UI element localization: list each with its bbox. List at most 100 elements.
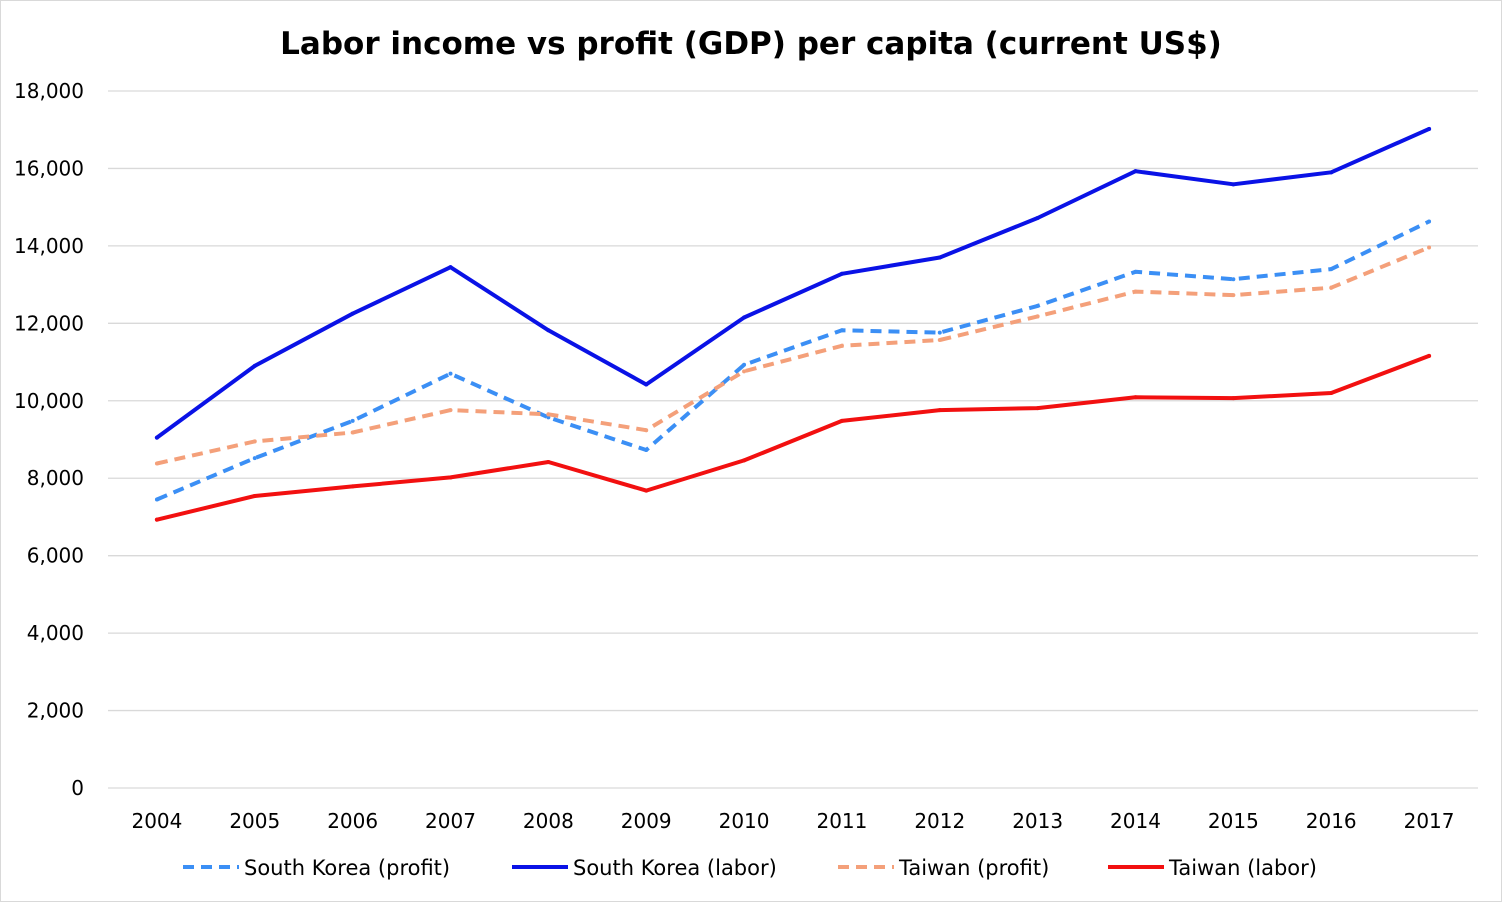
data-point bbox=[252, 439, 257, 444]
data-point bbox=[350, 430, 355, 435]
x-tick-label: 2012 bbox=[914, 809, 965, 833]
data-point bbox=[1035, 303, 1040, 308]
data-point bbox=[1329, 391, 1334, 396]
series-3 bbox=[154, 353, 1432, 522]
data-point bbox=[1329, 170, 1334, 175]
y-tick-label: 14,000 bbox=[14, 234, 84, 258]
data-point bbox=[154, 461, 159, 466]
x-tick-label: 2015 bbox=[1208, 809, 1259, 833]
y-tick-label: 10,000 bbox=[14, 389, 84, 413]
data-point bbox=[839, 418, 844, 423]
data-point bbox=[1035, 314, 1040, 319]
y-tick-label: 6,000 bbox=[27, 544, 84, 568]
x-tick-label: 2005 bbox=[229, 809, 280, 833]
data-point bbox=[546, 412, 551, 417]
y-tick-label: 2,000 bbox=[27, 699, 84, 723]
data-point bbox=[937, 408, 942, 413]
x-tick-label: 2006 bbox=[327, 809, 378, 833]
data-point bbox=[742, 458, 747, 463]
x-tick-label: 2014 bbox=[1110, 809, 1161, 833]
chart-title: Labor income vs profit (GDP) per capita … bbox=[280, 26, 1222, 62]
data-point bbox=[1427, 126, 1432, 131]
legend-item: Taiwan (labor) bbox=[1108, 856, 1317, 880]
data-point bbox=[937, 330, 942, 335]
x-tick-label: 2017 bbox=[1404, 809, 1455, 833]
data-point bbox=[644, 488, 649, 493]
legend: South Korea (profit) South Korea (labor) T… bbox=[183, 856, 1317, 880]
data-point bbox=[1133, 395, 1138, 400]
data-point bbox=[1329, 285, 1334, 290]
y-tick-label: 0 bbox=[71, 776, 84, 800]
series-lines bbox=[154, 126, 1432, 522]
data-point bbox=[839, 328, 844, 333]
data-point bbox=[644, 447, 649, 452]
legend-item: South Korea (labor) bbox=[512, 856, 777, 880]
series-line bbox=[156, 219, 1430, 502]
data-point bbox=[839, 271, 844, 276]
data-point bbox=[448, 408, 453, 413]
legend-item: Taiwan (profit) bbox=[838, 856, 1049, 880]
data-point bbox=[937, 337, 942, 342]
x-tick-label: 2011 bbox=[816, 809, 867, 833]
data-point bbox=[252, 456, 257, 461]
series-2 bbox=[154, 245, 1432, 466]
data-point bbox=[644, 382, 649, 387]
series-line bbox=[156, 245, 1430, 466]
data-point bbox=[1133, 169, 1138, 174]
data-point bbox=[1329, 267, 1334, 272]
data-point bbox=[350, 418, 355, 423]
legend-label: Taiwan (labor) bbox=[1168, 856, 1317, 880]
data-point bbox=[839, 343, 844, 348]
series-line bbox=[154, 353, 1432, 522]
y-tick-label: 18,000 bbox=[14, 79, 84, 103]
data-point bbox=[350, 311, 355, 316]
data-point bbox=[154, 517, 159, 522]
data-point bbox=[1133, 289, 1138, 294]
data-point bbox=[350, 484, 355, 489]
y-tick-label: 4,000 bbox=[27, 621, 84, 645]
x-tick-label: 2009 bbox=[621, 809, 672, 833]
data-point bbox=[252, 363, 257, 368]
data-point bbox=[252, 494, 257, 499]
data-point bbox=[1427, 353, 1432, 358]
data-point bbox=[448, 371, 453, 376]
data-point bbox=[546, 328, 551, 333]
data-point bbox=[1231, 182, 1236, 187]
y-tick-label: 8,000 bbox=[27, 466, 84, 490]
series-1 bbox=[154, 126, 1432, 440]
data-point bbox=[154, 497, 159, 502]
x-tick-label: 2010 bbox=[719, 809, 770, 833]
legend-item: South Korea (profit) bbox=[183, 856, 450, 880]
data-point bbox=[644, 428, 649, 433]
data-point bbox=[742, 315, 747, 320]
x-tick-label: 2013 bbox=[1012, 809, 1063, 833]
series-line bbox=[154, 126, 1432, 440]
data-point bbox=[1231, 293, 1236, 298]
legend-label: South Korea (profit) bbox=[244, 856, 450, 880]
x-tick-label: 2016 bbox=[1306, 809, 1357, 833]
data-point bbox=[1427, 219, 1432, 224]
y-axis-ticks: 0 2,000 4,000 6,000 8,000 10,000 12,000 14,000 1… bbox=[14, 79, 84, 800]
y-tick-label: 16,000 bbox=[14, 156, 84, 180]
y-tick-label: 12,000 bbox=[14, 311, 84, 335]
series-0 bbox=[154, 219, 1432, 502]
data-point bbox=[742, 369, 747, 374]
data-point bbox=[154, 435, 159, 440]
x-tick-label: 2007 bbox=[425, 809, 476, 833]
data-point bbox=[546, 459, 551, 464]
data-point bbox=[1035, 406, 1040, 411]
data-point bbox=[1035, 216, 1040, 221]
data-point bbox=[742, 362, 747, 367]
legend-label: South Korea (labor) bbox=[573, 856, 777, 880]
legend-label: Taiwan (profit) bbox=[898, 856, 1049, 880]
data-point bbox=[448, 475, 453, 480]
data-point bbox=[1133, 269, 1138, 274]
x-tick-label: 2008 bbox=[523, 809, 574, 833]
data-point bbox=[448, 265, 453, 270]
x-axis-ticks: 2004 2005 2006 2007 2008 2009 2010 2011 2012 2013… bbox=[131, 809, 1454, 833]
data-point bbox=[1231, 396, 1236, 401]
x-tick-label: 2004 bbox=[131, 809, 182, 833]
data-point bbox=[937, 255, 942, 260]
